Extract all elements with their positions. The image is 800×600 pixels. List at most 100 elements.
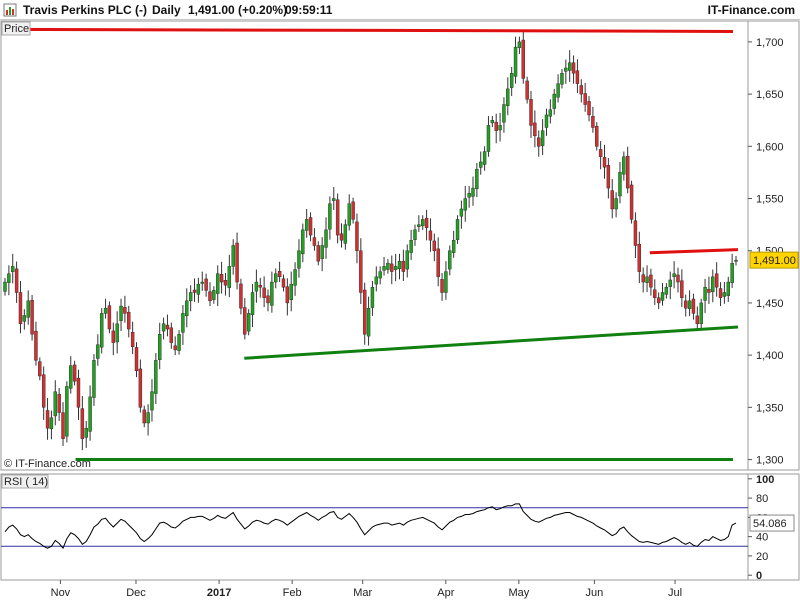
candle-body bbox=[390, 263, 394, 272]
time-tick-label: Nov bbox=[51, 587, 71, 599]
candle-body bbox=[672, 273, 676, 278]
candle-body bbox=[521, 39, 525, 79]
rsi-tick-label: 0 bbox=[756, 570, 762, 582]
candle-body bbox=[513, 46, 518, 77]
candle-body bbox=[397, 260, 402, 270]
candle-body bbox=[53, 391, 57, 417]
candle-body bbox=[432, 240, 437, 251]
resistance-line[interactable] bbox=[649, 248, 739, 255]
candle-body bbox=[564, 67, 568, 72]
candle-body bbox=[281, 278, 286, 288]
panel-labels: Price © IT-Finance.com RSI ( 14) bbox=[1, 21, 91, 489]
trend-lines bbox=[4, 27, 739, 462]
candle-body bbox=[169, 327, 174, 343]
candle-body bbox=[72, 364, 77, 382]
candle-body bbox=[645, 276, 649, 283]
rsi-line[interactable] bbox=[4, 503, 737, 550]
candle-body bbox=[517, 41, 522, 48]
candle-body bbox=[266, 295, 270, 304]
last-rsi-label: 54.086 bbox=[753, 518, 787, 530]
axes: 1,3001,3501,4001,4501,5001,5501,6001,650… bbox=[51, 37, 799, 599]
candle-body bbox=[393, 266, 398, 270]
candle-body bbox=[417, 224, 421, 227]
candle-body bbox=[537, 137, 541, 147]
candle-body bbox=[502, 104, 506, 123]
candle-body bbox=[691, 298, 696, 314]
candle-body bbox=[413, 229, 417, 240]
candle-body bbox=[467, 193, 471, 198]
candle-body bbox=[107, 305, 112, 330]
candle-body bbox=[575, 70, 580, 84]
candle-body bbox=[258, 284, 262, 288]
candle-body bbox=[455, 219, 460, 240]
candle-body bbox=[722, 292, 727, 297]
candle-body bbox=[355, 221, 359, 251]
candle-body bbox=[444, 271, 448, 293]
candle-body bbox=[533, 122, 537, 137]
rsi-tick-label: 100 bbox=[756, 474, 774, 486]
candle-body bbox=[656, 297, 661, 304]
rsi-tick-label: 20 bbox=[756, 551, 768, 563]
candle-body bbox=[308, 217, 313, 236]
candle-body bbox=[726, 281, 730, 296]
candle-body bbox=[84, 428, 88, 438]
candle-body bbox=[154, 360, 158, 394]
price-tick-label: 1,650 bbox=[756, 89, 784, 101]
candle-body bbox=[687, 300, 692, 309]
candle-body bbox=[347, 203, 351, 226]
rsi-tick-label: 40 bbox=[756, 532, 768, 544]
candle-body bbox=[181, 313, 185, 333]
time-tick-label: Feb bbox=[283, 587, 302, 599]
candle-body bbox=[88, 396, 92, 432]
candle-body bbox=[119, 305, 123, 321]
candle-body bbox=[34, 330, 38, 361]
candle-body bbox=[618, 172, 622, 197]
candle-body bbox=[150, 391, 154, 411]
candle-body bbox=[405, 250, 409, 270]
candle-body bbox=[552, 93, 556, 109]
price-tick-label: 1,350 bbox=[756, 402, 784, 414]
candle-body bbox=[556, 83, 560, 98]
candle-body bbox=[567, 62, 572, 71]
candle-body bbox=[544, 114, 549, 128]
time-tick-label: Dec bbox=[126, 587, 146, 599]
candle-body bbox=[235, 242, 239, 283]
price-panel[interactable] bbox=[0, 20, 800, 471]
candle-body bbox=[714, 273, 719, 288]
last-rsi-marker bbox=[749, 514, 795, 532]
candle-body bbox=[7, 273, 11, 283]
time-tick-label: Apr bbox=[437, 587, 454, 599]
price-series bbox=[3, 30, 738, 451]
candle-body bbox=[76, 377, 81, 408]
price-tick-label: 1,400 bbox=[756, 350, 784, 362]
support-line[interactable] bbox=[244, 325, 739, 360]
candle-body bbox=[92, 360, 96, 398]
candle-body bbox=[610, 190, 614, 210]
candle-body bbox=[571, 62, 576, 74]
candle-body bbox=[185, 300, 189, 317]
candle-body bbox=[111, 330, 115, 343]
resistance-line[interactable] bbox=[4, 27, 733, 33]
candle-body bbox=[316, 245, 320, 262]
candle-body bbox=[41, 374, 46, 408]
candle-body bbox=[684, 300, 688, 309]
candle-body bbox=[734, 259, 738, 262]
candle-body bbox=[127, 311, 131, 330]
candle-body bbox=[421, 219, 425, 227]
rsi-panel[interactable] bbox=[0, 473, 800, 581]
candle-body bbox=[440, 279, 444, 293]
candle-body bbox=[506, 88, 510, 106]
candle-body bbox=[718, 288, 723, 298]
time-tick-label: May bbox=[508, 587, 529, 599]
candle-body bbox=[602, 157, 607, 168]
candle-body bbox=[65, 386, 69, 437]
candle-body bbox=[486, 125, 491, 152]
candle-body bbox=[479, 161, 483, 168]
candle-body bbox=[30, 300, 34, 335]
candle-body bbox=[637, 244, 642, 272]
candle-body bbox=[664, 287, 669, 295]
rsi-series bbox=[1, 503, 748, 550]
candle-body bbox=[158, 334, 162, 360]
candle-body bbox=[231, 245, 235, 267]
